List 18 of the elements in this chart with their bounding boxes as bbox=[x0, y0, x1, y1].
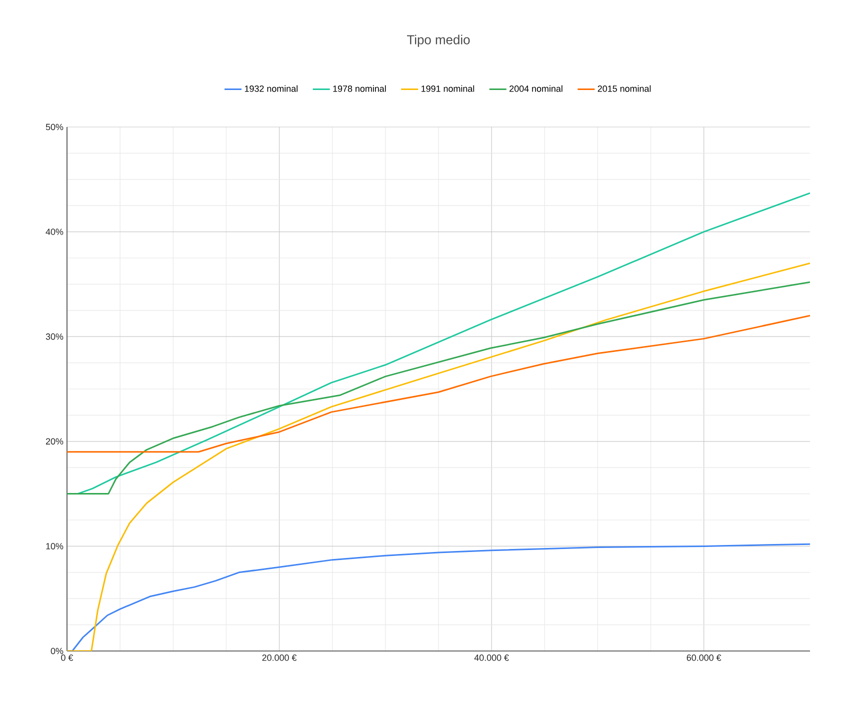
y-tick-label: 10% bbox=[46, 543, 64, 550]
x-tick-label: 60.000 € bbox=[686, 654, 722, 661]
legend-label: 2015 nominal bbox=[598, 85, 651, 92]
legend-label: 2004 nominal bbox=[510, 85, 562, 92]
x-tick-label: 0 € bbox=[61, 654, 74, 661]
legend-label: 1991 nominal bbox=[422, 85, 474, 92]
line-series bbox=[67, 281, 810, 495]
x-tick-label: 20.000 € bbox=[262, 654, 297, 661]
y-tick-label: 0% bbox=[50, 648, 64, 654]
legend-label: 1978 nominal bbox=[333, 85, 386, 92]
y-tick-label: 50% bbox=[46, 124, 64, 130]
y-tick-label: 40% bbox=[46, 228, 64, 235]
x-tick-label: 40.000 € bbox=[474, 654, 509, 661]
legend-label: 1932 nominal bbox=[244, 85, 298, 92]
chart-title: Tipo medio bbox=[407, 34, 470, 47]
y-tick-label: 30% bbox=[46, 333, 64, 340]
line-series bbox=[67, 314, 810, 453]
y-tick-label: 20% bbox=[46, 438, 64, 445]
